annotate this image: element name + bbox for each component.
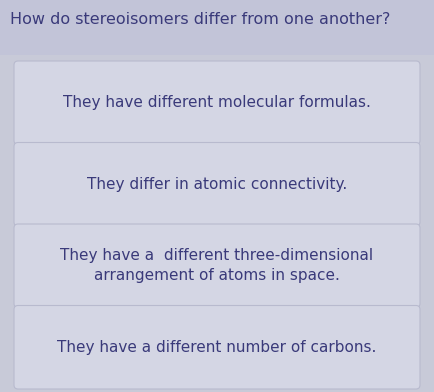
Text: They have different molecular formulas.: They have different molecular formulas. xyxy=(63,95,371,110)
Text: They have a  different three-dimensional
arrangement of atoms in space.: They have a different three-dimensional … xyxy=(60,249,374,283)
Text: They have a different number of carbons.: They have a different number of carbons. xyxy=(57,340,377,355)
FancyBboxPatch shape xyxy=(14,61,420,145)
Text: They differ in atomic connectivity.: They differ in atomic connectivity. xyxy=(87,177,347,192)
FancyBboxPatch shape xyxy=(14,305,420,389)
Bar xyxy=(0,0,434,55)
Text: How do stereoisomers differ from one another?: How do stereoisomers differ from one ano… xyxy=(10,12,390,27)
FancyBboxPatch shape xyxy=(14,143,420,226)
FancyBboxPatch shape xyxy=(14,224,420,307)
